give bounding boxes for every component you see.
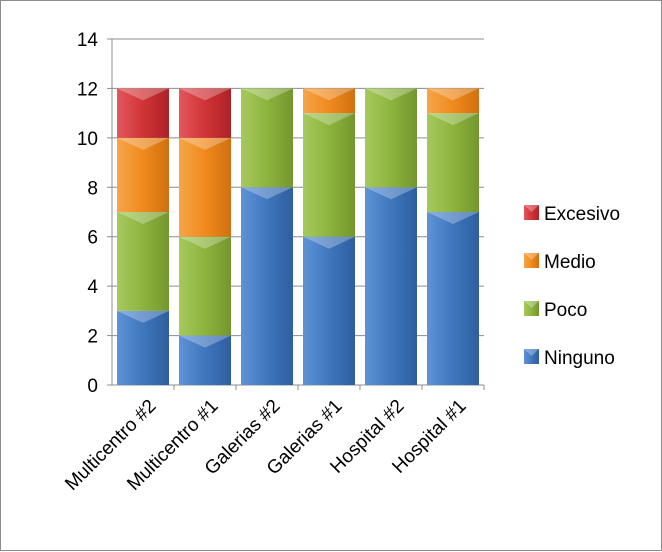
bar-bevel — [179, 335, 231, 348]
bar-segment-ninguno — [241, 187, 293, 385]
bar-bevel — [365, 88, 417, 101]
y-tick-label: 8 — [87, 178, 98, 199]
axes — [107, 38, 485, 390]
bar-segment-fill — [427, 88, 479, 114]
legend-swatch — [524, 253, 539, 268]
legend-item-ninguno: Ninguno — [524, 348, 615, 369]
bar-segment-ninguno — [117, 310, 169, 385]
bar-segment-poco — [179, 236, 231, 336]
bar-segment-poco — [241, 88, 293, 188]
legend-swatch — [524, 349, 539, 364]
legend-label: Poco — [544, 300, 587, 321]
legend-swatch-bevel — [524, 253, 539, 260]
bar-bevel — [117, 212, 169, 224]
bar-segment-fill — [303, 236, 355, 385]
bar-bevel — [179, 137, 231, 150]
bar-bevel — [117, 137, 169, 150]
bar-segment-fill — [117, 212, 169, 311]
legend-swatch-bevel — [524, 349, 539, 356]
bar-segment-poco — [303, 113, 355, 237]
bar-segment-fill — [117, 137, 169, 212]
bar-segment-fill — [179, 335, 231, 385]
bar-segment-medio — [179, 137, 231, 237]
bars — [117, 88, 479, 385]
bar-segment-excesivo — [179, 88, 231, 138]
bar-segment-fill — [427, 212, 479, 385]
bar-segment-fill — [179, 88, 231, 138]
bar-bevel — [241, 88, 293, 101]
bar-segment-fill — [365, 88, 417, 188]
bar-segment-fill — [179, 236, 231, 336]
gridlines — [112, 38, 484, 337]
bar-bevel — [179, 88, 231, 101]
legend-label: Medio — [544, 252, 596, 273]
bar-bevel — [303, 88, 355, 101]
y-tick-label: 4 — [87, 277, 98, 298]
legend-label: Ninguno — [544, 348, 615, 369]
bar-segment-ninguno — [303, 236, 355, 385]
bar-segment-fill — [427, 113, 479, 212]
bar-segment-poco — [427, 113, 479, 212]
y-tick-label: 14 — [77, 30, 99, 51]
bar-bevel — [303, 236, 355, 249]
bar-segment-excesivo — [117, 88, 169, 138]
bar-bevel — [427, 212, 479, 224]
legend-item-poco: Poco — [524, 300, 587, 321]
bar-segment-fill — [117, 88, 169, 138]
legend: Excesivo Medio Poco Ninguno — [524, 204, 620, 369]
bar-segment-poco — [365, 88, 417, 188]
legend-item-excesivo: Excesivo — [524, 204, 620, 225]
bar-bevel — [117, 310, 169, 323]
y-tick-label: 0 — [87, 376, 98, 397]
bar-segment-poco — [117, 212, 169, 311]
y-tick-label: 12 — [77, 79, 98, 100]
legend-swatch-bevel — [524, 205, 539, 212]
y-tick-label: 2 — [87, 327, 98, 348]
bar-segment-medio — [117, 137, 169, 212]
bar-bevel — [241, 187, 293, 200]
legend-item-medio: Medio — [524, 252, 596, 273]
bar-segment-fill — [303, 113, 355, 237]
bar-segment-medio — [303, 88, 355, 114]
bar-bevel — [303, 113, 355, 126]
bar-segment-fill — [179, 137, 231, 237]
bar-segment-fill — [241, 187, 293, 385]
bar-segment-medio — [427, 88, 479, 114]
bar-segment-fill — [365, 187, 417, 385]
bar-bevel — [179, 236, 231, 249]
bar-segment-ninguno — [427, 212, 479, 385]
legend-swatch — [524, 205, 539, 220]
bar-bevel — [427, 88, 479, 101]
bar-segment-ninguno — [179, 335, 231, 385]
bar-segment-fill — [303, 88, 355, 114]
legend-swatch-bevel — [524, 301, 539, 308]
y-tick-labels: 0 2 4 6 8 10 12 14 — [77, 30, 99, 397]
y-tick-label: 6 — [87, 228, 98, 249]
bar-bevel — [117, 88, 169, 101]
bar-bevel — [427, 113, 479, 126]
bar-segment-fill — [117, 310, 169, 385]
bar-segment-fill — [241, 88, 293, 188]
bar-segment-ninguno — [365, 187, 417, 385]
y-tick-label: 10 — [77, 129, 98, 150]
legend-swatch — [524, 301, 539, 316]
bar-bevel — [365, 187, 417, 200]
legend-label: Excesivo — [544, 204, 620, 225]
